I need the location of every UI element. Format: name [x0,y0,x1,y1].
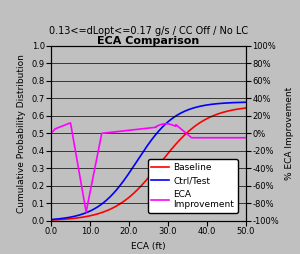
ECA
Improvement [84,211,88,214]
ECA
Improvement [202,136,205,139]
ECA
Improvement [136,128,139,131]
Ctrl/Test [244,101,248,104]
Baseline [49,218,53,221]
Ctrl/Test [128,170,132,173]
ECA
Improvement [128,129,132,132]
Ctrl/Test [135,160,139,163]
Y-axis label: % ECA Improvement: % ECA Improvement [285,87,294,180]
ECA
Improvement [244,136,248,139]
Baseline [183,133,187,136]
Baseline [69,217,73,220]
Baseline [244,106,248,109]
Line: Ctrl/Test: Ctrl/Test [51,102,246,219]
Y-axis label: Cumulative Probability Distribution: Cumulative Probability Distribution [17,54,26,213]
Line: Baseline: Baseline [51,108,246,220]
ECA
Improvement [68,121,72,124]
X-axis label: ECA (ft): ECA (ft) [131,242,166,251]
Ctrl/Test [49,218,53,221]
Ctrl/Test [205,104,208,107]
Line: ECA
Improvement: ECA Improvement [51,123,246,212]
Baseline [201,119,205,122]
ECA
Improvement [205,136,209,139]
Baseline [135,189,139,192]
Title: ECA Comparison: ECA Comparison [98,36,200,46]
Ctrl/Test [201,104,205,107]
Legend: Baseline, Ctrl/Test, ECA
Improvement: Baseline, Ctrl/Test, ECA Improvement [148,159,238,213]
Ctrl/Test [183,109,187,113]
ECA
Improvement [69,125,73,128]
ECA
Improvement [49,132,53,135]
Baseline [205,117,208,120]
ECA
Improvement [184,131,187,134]
Ctrl/Test [69,216,73,219]
Text: 0.13<=dLopt<=0.17 g/s / CC Off / No LC: 0.13<=dLopt<=0.17 g/s / CC Off / No LC [49,26,248,36]
Baseline [128,195,132,198]
